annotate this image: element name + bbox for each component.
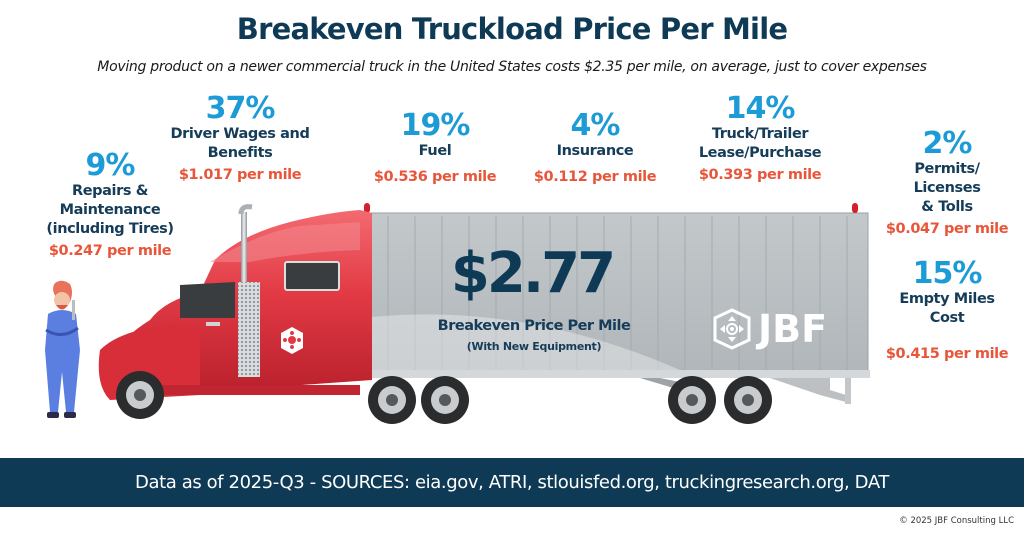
sources-text: Data as of 2025-Q3 - SOURCES: eia.gov, A… bbox=[135, 472, 889, 493]
stat-percent: 4% bbox=[570, 108, 621, 143]
stat-label-line: & Tolls bbox=[921, 199, 973, 215]
breakeven-sublabel: (With New Equipment) bbox=[466, 340, 602, 353]
page-title: Breakeven Truckload Price Per Mile bbox=[236, 12, 788, 46]
stat-cost: $0.415 per mile bbox=[885, 346, 1009, 362]
stat-insurance: 4% Insurance $0.112 per mile bbox=[525, 110, 665, 187]
stat-label-line: Maintenance bbox=[59, 202, 161, 218]
stat-percent: 37% bbox=[205, 91, 276, 126]
stat-percent: 9% bbox=[85, 148, 136, 183]
mechanic-icon bbox=[45, 280, 80, 418]
stat-cost: $0.112 per mile bbox=[533, 169, 657, 185]
stat-cost: $0.247 per mile bbox=[48, 243, 172, 259]
stat-percent: 14% bbox=[725, 91, 796, 126]
jbf-logo-icon bbox=[713, 308, 751, 350]
stat-percent: 2% bbox=[922, 126, 973, 161]
sources-band: Data as of 2025-Q3 - SOURCES: eia.gov, A… bbox=[0, 458, 1024, 507]
stat-cost: $0.047 per mile bbox=[885, 221, 1009, 237]
stat-label-line: Repairs & bbox=[71, 183, 148, 199]
stat-label-line: (including Tires) bbox=[46, 221, 174, 237]
stat-driver-wages: 37% Driver Wages and Benefits $1.017 per… bbox=[160, 93, 320, 185]
stat-cost: $1.017 per mile bbox=[178, 167, 302, 183]
wheels bbox=[116, 371, 772, 424]
stat-permits-tolls: 2% Permits/ Licenses & Tolls $0.047 per … bbox=[870, 128, 1024, 239]
stat-label-line: Benefits bbox=[207, 145, 273, 161]
copyright: © 2025 JBF Consulting LLC bbox=[899, 516, 1014, 526]
stat-percent: 15% bbox=[912, 256, 983, 291]
jbf-brand-text: JBF bbox=[758, 307, 828, 351]
stat-fuel: 19% Fuel $0.536 per mile bbox=[360, 110, 510, 187]
stat-cost: $0.393 per mile bbox=[698, 167, 822, 183]
stat-cost: $0.536 per mile bbox=[373, 169, 497, 185]
breakeven-price: $2.77 bbox=[450, 241, 616, 306]
stat-truck-trailer: 14% Truck/Trailer Lease/Purchase $0.393 … bbox=[680, 93, 840, 185]
stat-label-line: Driver Wages and bbox=[170, 126, 310, 142]
stat-label-line: Empty Miles bbox=[899, 291, 995, 307]
stat-label-line: Cost bbox=[929, 310, 965, 326]
stat-label-line: Insurance bbox=[556, 143, 634, 159]
stat-label-line: Permits/ bbox=[914, 161, 980, 177]
page-subtitle: Moving product on a newer commercial tru… bbox=[97, 59, 927, 75]
stat-label-line: Fuel bbox=[418, 143, 452, 159]
stat-label-line: Licenses bbox=[913, 180, 981, 196]
cab-logo-icon bbox=[281, 327, 303, 354]
jbf-logo: JBF bbox=[712, 307, 827, 351]
stat-percent: 19% bbox=[400, 108, 471, 143]
stat-repairs-maintenance: 9% Repairs & Maintenance (including Tire… bbox=[20, 150, 200, 261]
breakeven-label: Breakeven Price Per Mile bbox=[437, 318, 631, 334]
stat-label-line: Lease/Purchase bbox=[698, 145, 822, 161]
stat-empty-miles: 15% Empty Miles Cost $0.415 per mile bbox=[870, 258, 1024, 364]
stat-label-line: Truck/Trailer bbox=[711, 126, 809, 142]
